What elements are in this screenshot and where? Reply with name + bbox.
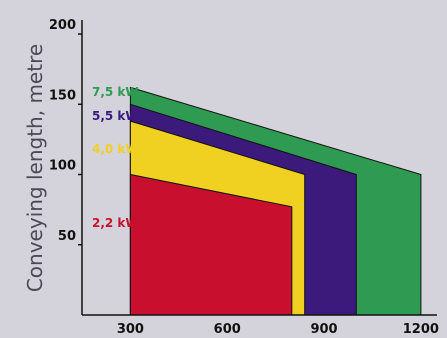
y-tick-label: 150 xyxy=(49,88,76,103)
y-tick-label: 100 xyxy=(49,159,76,174)
axis-ticks: 300 600 900 1200 50 100 150 200 xyxy=(49,18,439,337)
x-tick-label: 1200 xyxy=(403,322,439,337)
y-axis-title: Conveying length, metre xyxy=(23,44,47,292)
x-tick-label: 300 xyxy=(117,322,144,337)
series-label-0: 7,5 kW xyxy=(92,85,139,99)
series-label-2: 4,0 kW xyxy=(92,142,139,156)
series-label-3: 2,2 kW xyxy=(92,216,139,230)
y-tick-label: 50 xyxy=(58,229,76,244)
x-tick-label: 600 xyxy=(214,322,241,337)
series-areas xyxy=(129,86,422,316)
x-tick-label: 900 xyxy=(310,322,337,337)
y-tick-label: 200 xyxy=(49,18,76,33)
series-label-1: 5,5 kW xyxy=(92,109,139,123)
series-labels: 7,5 kW 5,5 kW 4,0 kW 2,2 kW xyxy=(92,85,139,230)
